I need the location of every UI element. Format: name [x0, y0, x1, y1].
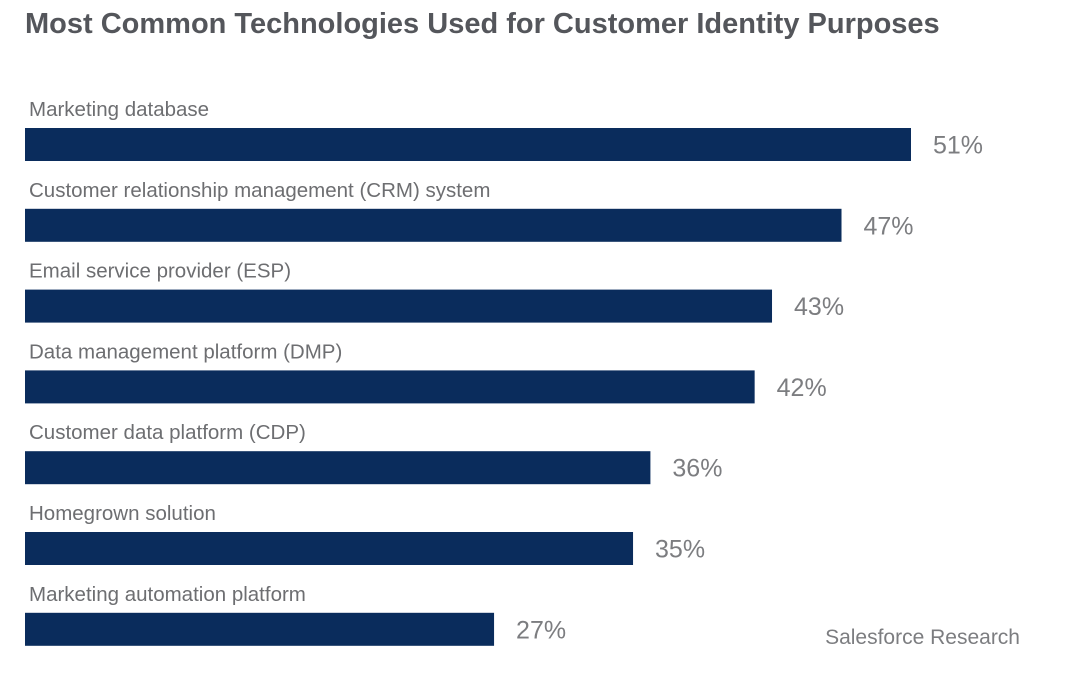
- bar: [25, 370, 755, 404]
- bar-value-label: 42%: [777, 374, 827, 402]
- bar-row: Customer relationship management (CRM) s…: [25, 179, 914, 242]
- bar: [25, 208, 842, 242]
- bar-value-label: 36%: [672, 455, 722, 483]
- bar-category-label: Marketing database: [29, 98, 209, 121]
- bar-value-label: 43%: [794, 293, 844, 321]
- source-note: Salesforce Research: [825, 626, 1020, 649]
- bar-value-label: 35%: [655, 536, 705, 564]
- bar: [25, 451, 651, 485]
- bar-row: Customer data platform (CDP) 36%: [25, 421, 722, 485]
- bar: [25, 289, 773, 323]
- bar-category-label: Marketing automation platform: [29, 583, 306, 606]
- bar-category-label: Customer data platform (CDP): [29, 421, 306, 444]
- bar-row: Marketing automation platform 27%: [25, 583, 566, 646]
- bar-row: Email service provider (ESP) 43%: [25, 260, 844, 323]
- bar-category-label: Email service provider (ESP): [29, 260, 291, 283]
- bar-value-label: 47%: [864, 212, 914, 240]
- bar: [25, 128, 911, 161]
- bar-value-label: 27%: [516, 616, 566, 644]
- bar-row: Marketing database 51%: [25, 98, 983, 161]
- chart-title: Most Common Technologies Used for Custom…: [25, 8, 940, 40]
- bar-category-label: Customer relationship management (CRM) s…: [29, 179, 490, 202]
- bar-row: Homegrown solution 35%: [25, 502, 705, 565]
- bar-row: Data management platform (DMP) 42%: [25, 340, 827, 404]
- bar-value-label: 51%: [933, 132, 983, 160]
- bar: [25, 532, 634, 565]
- bar-category-label: Data management platform (DMP): [29, 340, 342, 363]
- bar-category-label: Homegrown solution: [29, 502, 216, 525]
- bar: [25, 612, 495, 646]
